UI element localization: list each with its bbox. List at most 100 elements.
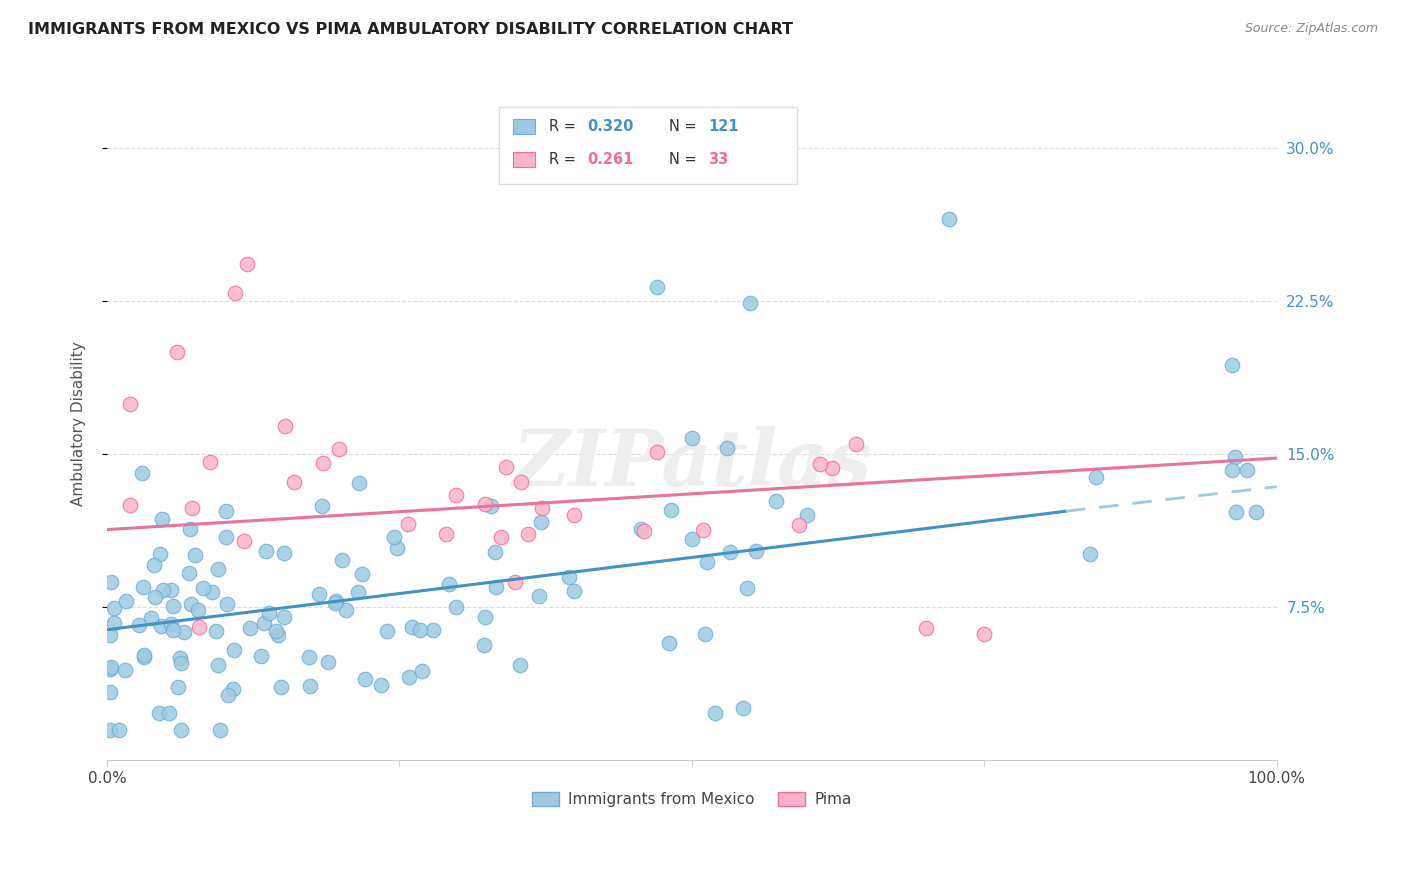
Point: [1220, 463, 1243, 477]
Point: [517, 526, 540, 541]
Point: [495, 460, 517, 475]
Point: [180, 597, 202, 611]
Point: [162, 623, 184, 637]
Point: [236, 257, 259, 271]
Point: [692, 523, 714, 537]
Point: [149, 547, 172, 561]
Point: [484, 545, 506, 559]
Point: [382, 530, 405, 544]
Point: [159, 582, 181, 597]
Text: 33: 33: [707, 153, 728, 168]
Point: [143, 590, 166, 604]
Point: [509, 657, 531, 672]
Point: [148, 706, 170, 721]
Point: [128, 617, 150, 632]
Point: [162, 599, 184, 614]
Point: [259, 607, 281, 621]
Point: [401, 620, 423, 634]
Point: [485, 580, 508, 594]
Bar: [499, 106, 797, 184]
Point: [308, 587, 330, 601]
Text: R =: R =: [548, 153, 581, 168]
Point: [645, 279, 668, 293]
Point: [188, 620, 211, 634]
Point: [787, 518, 810, 533]
Point: [1225, 505, 1247, 519]
Text: Source: ZipAtlas.com: Source: ZipAtlas.com: [1244, 22, 1378, 36]
Point: [1220, 358, 1243, 372]
Text: IMMIGRANTS FROM MEXICO VS PIMA AMBULATORY DISABILITY CORRELATION CHART: IMMIGRANTS FROM MEXICO VS PIMA AMBULATOR…: [28, 22, 793, 37]
Point: [323, 596, 346, 610]
Point: [311, 500, 333, 514]
Point: [103, 615, 125, 630]
Point: [330, 553, 353, 567]
Point: [100, 575, 122, 590]
Point: [298, 650, 321, 665]
Point: [437, 576, 460, 591]
Point: [529, 516, 551, 530]
Point: [633, 524, 655, 538]
Point: [796, 508, 818, 522]
Point: [396, 516, 419, 531]
Point: [208, 723, 231, 737]
Point: [274, 419, 297, 434]
Point: [434, 526, 457, 541]
Point: [474, 497, 496, 511]
Point: [370, 678, 392, 692]
Point: [283, 475, 305, 489]
Point: [181, 501, 204, 516]
Point: [821, 461, 844, 475]
Point: [222, 682, 245, 697]
Point: [170, 723, 193, 737]
Text: N =: N =: [669, 153, 702, 168]
Point: [531, 501, 554, 516]
Point: [100, 660, 122, 674]
Point: [562, 583, 585, 598]
Point: [731, 701, 754, 715]
Text: 0.320: 0.320: [588, 119, 634, 134]
Point: [200, 584, 222, 599]
Point: [132, 649, 155, 664]
Point: [716, 441, 738, 455]
Point: [745, 544, 768, 558]
Point: [489, 530, 512, 544]
Point: [312, 456, 335, 470]
Point: [693, 626, 716, 640]
Point: [347, 585, 370, 599]
Point: [349, 476, 371, 491]
Text: ZIPatlas: ZIPatlas: [512, 425, 872, 502]
Legend: Immigrants from Mexico, Pima: Immigrants from Mexico, Pima: [526, 786, 858, 814]
Point: [150, 512, 173, 526]
Point: [159, 706, 181, 720]
Point: [184, 548, 207, 562]
Text: 121: 121: [707, 119, 738, 134]
Point: [446, 488, 468, 502]
Point: [179, 522, 201, 536]
Point: [353, 672, 375, 686]
Point: [740, 296, 762, 310]
Point: [114, 664, 136, 678]
Point: [398, 671, 420, 685]
Point: [224, 642, 246, 657]
Point: [681, 533, 703, 547]
Point: [375, 624, 398, 639]
Point: [316, 655, 339, 669]
Point: [844, 437, 866, 451]
Point: [411, 664, 433, 678]
Point: [1080, 547, 1102, 561]
Point: [100, 662, 122, 676]
Point: [914, 621, 936, 635]
Point: [765, 494, 787, 508]
Point: [267, 627, 290, 641]
Point: [352, 567, 374, 582]
Point: [250, 649, 273, 664]
Point: [131, 466, 153, 480]
Point: [132, 648, 155, 663]
Point: [152, 582, 174, 597]
Point: [170, 657, 193, 671]
Point: [253, 616, 276, 631]
Point: [207, 562, 229, 576]
Point: [1244, 505, 1267, 519]
Point: [149, 619, 172, 633]
Point: [558, 570, 581, 584]
